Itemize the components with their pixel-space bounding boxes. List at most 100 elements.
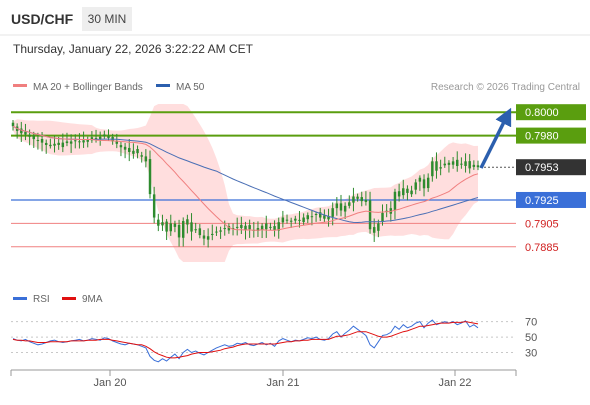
support-label: 0.7905 — [525, 218, 559, 230]
candle-body — [372, 227, 376, 233]
candle-body — [144, 156, 148, 162]
ma20-line — [12, 125, 479, 231]
candle-body — [69, 141, 73, 144]
candle-body — [339, 203, 343, 211]
candle-body — [74, 140, 77, 142]
candle-body — [235, 226, 239, 228]
candle-body — [53, 143, 56, 146]
candle-body — [352, 196, 355, 203]
candle-body — [24, 131, 27, 135]
candle-body — [148, 159, 152, 195]
candle-body — [410, 190, 413, 195]
candle-body — [314, 214, 318, 216]
candle-body — [256, 228, 260, 231]
candle-body — [227, 226, 231, 231]
x-tick-label: Jan 20 — [93, 377, 126, 389]
candle-body — [169, 223, 173, 232]
candle-body — [397, 191, 401, 197]
forecast-arrow — [479, 107, 512, 169]
candle-body — [219, 230, 222, 232]
candle-body — [464, 161, 467, 166]
timeframe-badge[interactable] — [82, 7, 132, 31]
candle-body — [331, 208, 334, 217]
candle-body — [418, 177, 422, 182]
candle-body — [360, 197, 363, 202]
rsi-ma-line — [12, 321, 479, 359]
candle-body — [173, 223, 177, 227]
candle-body — [265, 223, 268, 230]
candle-body — [28, 134, 31, 137]
candle-body — [456, 159, 459, 167]
candle-body — [435, 161, 438, 171]
candle-body — [294, 218, 297, 221]
candle-body — [476, 165, 480, 168]
candle-body — [78, 141, 81, 143]
candle-body — [186, 219, 189, 225]
resistance-label: 0.8000 — [525, 107, 559, 119]
candle-body — [152, 194, 156, 218]
rsi-tick-label: 30 — [525, 348, 537, 360]
candle-body — [468, 161, 471, 169]
candle-body — [123, 146, 127, 150]
candle-body — [115, 140, 119, 144]
candle-body — [132, 150, 135, 154]
rsi-ma-legend-swatch — [62, 297, 76, 300]
ma20-legend-swatch — [13, 84, 27, 87]
rsi-tick-label: 70 — [525, 317, 537, 329]
candle-body — [381, 212, 384, 222]
candle-body — [136, 149, 139, 154]
current-price-label: 0.7953 — [525, 162, 559, 174]
candle-body — [44, 142, 48, 145]
candle-body — [65, 141, 69, 144]
support-label: 0.7885 — [525, 242, 559, 254]
candle-body — [103, 134, 106, 137]
candle-body — [393, 191, 397, 210]
candle-body — [439, 167, 442, 169]
pivot-label-box — [516, 191, 586, 208]
research-credit: Research © 2026 Trading Central — [431, 82, 580, 93]
candle-body — [364, 199, 368, 202]
candle-body — [298, 219, 301, 221]
candle-body — [244, 225, 247, 231]
candle-body — [260, 225, 264, 230]
candle-body — [36, 140, 40, 142]
candle-body — [94, 137, 98, 139]
candle-body — [157, 219, 160, 226]
candle-body — [323, 215, 326, 219]
candle-body — [119, 145, 123, 148]
candle-body — [165, 221, 168, 232]
ma50-legend-swatch — [156, 84, 170, 87]
candle-body — [273, 226, 276, 231]
candle-body — [472, 164, 476, 167]
resistance-label-box — [516, 127, 586, 144]
timeframe-label: 30 MIN — [88, 12, 127, 26]
candle-body — [377, 223, 380, 231]
candle-body — [289, 220, 293, 222]
candle-body — [426, 177, 430, 189]
candle-body — [40, 139, 44, 143]
rsi-legend-label: RSI — [33, 294, 50, 305]
candle-body — [240, 224, 243, 229]
candle-body — [335, 203, 339, 209]
price-levels — [11, 111, 516, 248]
resistance-label: 0.7980 — [525, 131, 559, 143]
candle-body — [140, 155, 143, 157]
x-tick-label: Jan 21 — [266, 377, 299, 389]
candle-body — [281, 217, 285, 223]
candle-body — [318, 212, 322, 218]
ma50-legend-label: MA 50 — [176, 82, 205, 93]
rsi-ma-legend-label: 9MA — [82, 294, 103, 305]
candle-body — [368, 200, 372, 230]
candle-body — [431, 161, 434, 177]
level-labels: 0.8000 0.7980 0.7953 0.7925 0.7905 0.7885 — [516, 104, 586, 254]
x-axis-ticks: Jan 20 Jan 21 Jan 22 — [93, 370, 472, 389]
candle-body — [86, 139, 89, 142]
candle-body — [194, 229, 197, 231]
ma20-legend-label: MA 20 + Bollinger Bands — [33, 82, 143, 93]
x-tick-label: Jan 22 — [438, 377, 471, 389]
candle-body — [98, 136, 102, 140]
candle-body — [11, 122, 15, 127]
rsi-grid: 70 50 30 — [11, 317, 537, 360]
